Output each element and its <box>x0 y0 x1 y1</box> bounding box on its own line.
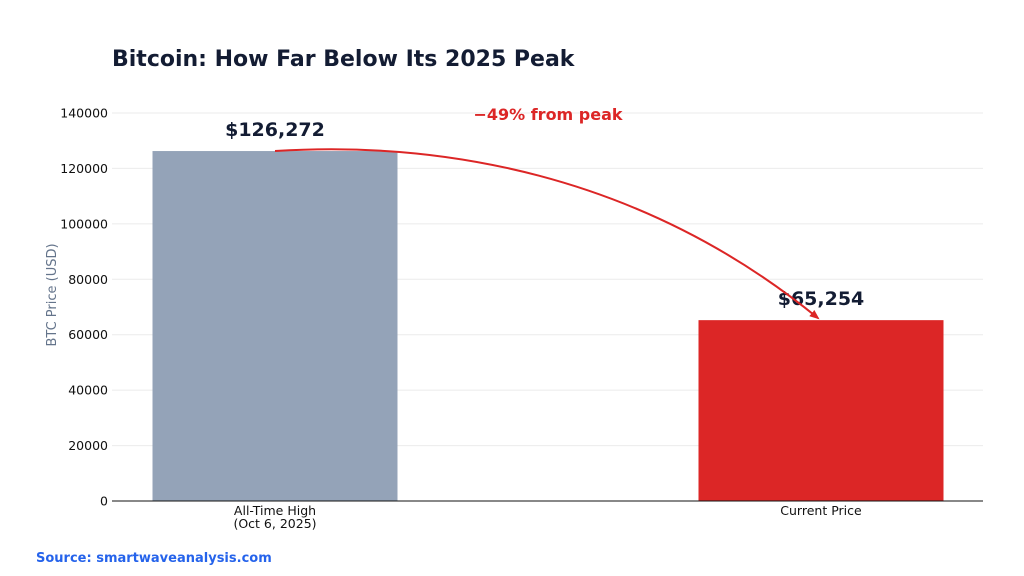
y-axis-label: BTC Price (USD) <box>45 243 60 346</box>
annotation: −49% from peak <box>274 105 820 320</box>
y-tick-label: 40000 <box>68 383 108 398</box>
value-label: $65,254 <box>778 288 865 310</box>
y-tick-label: 140000 <box>60 106 108 121</box>
annotation-label: −49% from peak <box>473 105 622 124</box>
bar <box>152 151 398 501</box>
chart-title: Bitcoin: How Far Below Its 2025 Peak <box>112 47 576 72</box>
value-label: $126,272 <box>225 119 325 141</box>
value-labels: $126,272 $65,254 <box>225 119 864 310</box>
y-tick-label: 0 <box>100 494 108 509</box>
bar <box>698 320 944 501</box>
x-tick-label: All-Time High (Oct 6, 2025) <box>233 503 316 531</box>
axes: 0 20000 40000 60000 80000 100000 120000 140000 A… <box>60 106 983 531</box>
annotation-arrow <box>274 148 820 320</box>
y-tick-label: 100000 <box>60 216 108 231</box>
x-tick-label: Current Price <box>780 503 862 518</box>
source-link[interactable]: Source: smartwaveanalysis.com <box>36 551 272 566</box>
y-tick-label: 20000 <box>68 438 108 453</box>
y-tick-label: 80000 <box>68 272 108 287</box>
y-tick-label: 60000 <box>68 327 108 342</box>
y-tick-label: 120000 <box>60 161 108 176</box>
bars <box>152 151 944 501</box>
